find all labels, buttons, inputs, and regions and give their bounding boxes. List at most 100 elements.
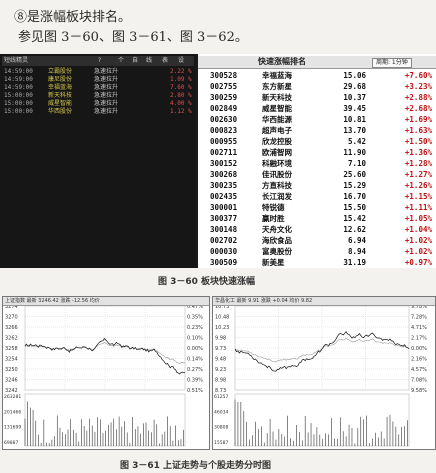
stock-change: +1.69% [404,115,432,124]
stock-code: 000955 [210,137,238,146]
stock-name: 幸福蓝海 [262,71,292,80]
percent-tick-label: 9.78% [411,306,427,310]
stock-name: 长江润发 [262,192,292,201]
alert-value: 4.00 % [170,100,192,107]
stock-name: 方直科技 [262,181,292,190]
stock-code: 000030 [210,247,238,256]
stock-price: 29.68 [343,82,366,91]
stock-price: 15.29 [343,181,366,190]
percent-tick-label: 0.35% [187,315,203,321]
stock-code: 002435 [210,192,238,201]
stock-change: +1.50% [404,137,432,146]
ranking-row[interactable]: 000955 欣龙控股 5.42 +1.50% [198,136,436,148]
ranking-row[interactable]: 300001 特锐德 15.50 +1.11% [198,202,436,214]
price-tick-label: 9.23 [215,367,226,373]
stock-code: 002755 [210,82,238,91]
alert-type: 急速拉升 [94,84,119,91]
price-tick-label: 8.98 [215,378,226,384]
ranking-row[interactable]: 000823 超声电子 13.70 +1.63% [198,125,436,137]
price-tick-label: 9.48 [215,357,226,363]
alert-value: 2.22 % [170,68,192,75]
stock-change: +1.02% [404,247,432,256]
percent-tick-label: 0.27% [187,367,203,373]
ranking-row[interactable]: 002711 欧浦智网 11.90 +1.36% [198,147,436,159]
stock-price: 10.81 [343,115,366,124]
stock-name: 欣龙控股 [262,137,292,146]
alert-stock-name: 立霸股份 [48,68,73,75]
ranking-row[interactable]: 000030 富奥股份 8.94 +1.02% [198,246,436,258]
alert-panel-header: 短线精灵 ? 个 自 线 表 设 [2,56,194,66]
alert-settings-button[interactable]: 设 [178,57,185,64]
figure-3-61-caption: 图 3－61 上证走势与个股走势分时图 [120,461,272,471]
price-tick-label: 3246 [5,378,18,384]
alert-stock-name: 幸福蓝海 [48,84,73,91]
percent-tick-label: 2.16% [411,357,427,363]
ranking-row[interactable]: 002849 威星智能 39.45 +2.68% [198,103,436,115]
stock-price: 39.45 [343,104,366,113]
alert-row[interactable]: 14:59:00 康尼股份 急速拉升 1.09 % [2,76,194,84]
ranking-row[interactable]: 300268 佳讯股份 25.60 +1.27% [198,169,436,181]
stock-name: 赢时胜 [262,214,285,223]
ranking-row[interactable]: 002755 东方新星 29.68 +3.23% [198,81,436,93]
ranking-row[interactable]: 300377 赢时胜 15.42 +1.05% [198,213,436,225]
percent-tick-label: 0.00% [411,346,427,352]
ranking-title-bar: 快速涨幅排名 周期: 1分钟 [198,56,436,69]
percent-tick-label: 9.58% [411,388,427,394]
alert-row[interactable]: 15:00:00 华西股份 急速拉升 1.12 % [2,108,194,116]
stock-code: 002711 [210,148,238,157]
ranking-row[interactable]: 300235 方直科技 15.29 +1.26% [198,180,436,192]
stock-change: +1.63% [404,126,432,135]
ranking-row[interactable]: 002702 海欣食品 6.94 +1.02% [198,235,436,247]
alert-type: 急速拉升 [94,100,119,107]
period-selector[interactable]: 周期: 1分钟 [372,58,412,68]
alert-help-button[interactable]: ? [98,57,102,64]
percent-tick-label: 0.23% [187,325,203,331]
ranking-row[interactable]: 300259 新天科技 10.37 +2.88% [198,92,436,104]
alert-value: 2.80 % [170,92,192,99]
ranking-row[interactable]: 300152 科融环境 7.10 +1.28% [198,158,436,170]
alert-stock-name: 新天科技 [48,92,73,99]
stock-code: 300509 [210,258,238,267]
alert-stock-name: 华西股份 [48,108,73,115]
volume-tick-label: 131699 [4,425,21,431]
price-tick-label: 8.73 [215,388,226,394]
alert-row[interactable]: 15:00:00 威星智能 急速拉升 4.00 % [2,100,194,108]
ranking-row[interactable]: 300509 新美星 31.19 +0.97% [198,257,436,268]
ranking-row[interactable]: 002630 华西能源 10.81 +1.69% [198,114,436,126]
stock-name: 东方新星 [262,82,292,91]
price-line [24,337,186,375]
price-tick-label: 10.48 [215,315,229,321]
stock-price: 13.70 [343,126,366,135]
stock-change: +1.11% [404,203,432,212]
alert-row[interactable]: 14:59:00 立霸股份 急速拉升 2.22 % [2,68,194,76]
stock-name: 新美星 [262,258,285,267]
stock-change: +1.02% [404,236,432,245]
stock-price: 15.42 [343,214,366,223]
alert-type: 急速拉升 [94,68,119,75]
stock-change: +7.60% [404,71,432,80]
stock-price: 15.06 [343,71,366,80]
alert-stock-button[interactable]: 个 [118,57,125,64]
alert-value: 7.60 % [170,84,192,91]
ranking-row[interactable]: 300148 天舟文化 12.62 +1.04% [198,224,436,236]
alert-value: 1.12 % [170,108,192,115]
percent-tick-label: 0.51% [187,388,203,394]
stock-price: 11.90 [343,148,366,157]
stock-code: 300235 [210,181,238,190]
stock-change: +1.04% [404,225,432,234]
stock-price: 25.60 [343,170,366,179]
index-chart-header: 上证指数 最新 3246.42 涨跌 -12.56 均价 [3,297,209,306]
ranking-row[interactable]: 002435 长江润发 16.70 +1.15% [198,191,436,203]
alert-row[interactable]: 14:59:00 幸福蓝海 急速拉升 7.60 % [2,84,194,92]
alert-row[interactable]: 15:00:00 新天科技 急速拉升 2.80 % [2,92,194,100]
alert-table-button[interactable]: 表 [162,57,169,64]
alert-self-button[interactable]: 自 [132,57,139,64]
price-tick-label: 9.98 [215,336,226,342]
price-tick-label: 3250 [5,367,18,373]
figure-3-60-caption: 图 3－60 板块快速涨幅 [158,277,256,287]
percent-tick-label: 7.08% [411,378,427,384]
stock-code: 002630 [210,115,238,124]
ranking-row[interactable]: 300528 幸福蓝海 15.06 +7.60% [198,70,436,82]
alert-line-button[interactable]: 线 [146,57,153,64]
alert-time: 15:00:00 [4,92,33,99]
